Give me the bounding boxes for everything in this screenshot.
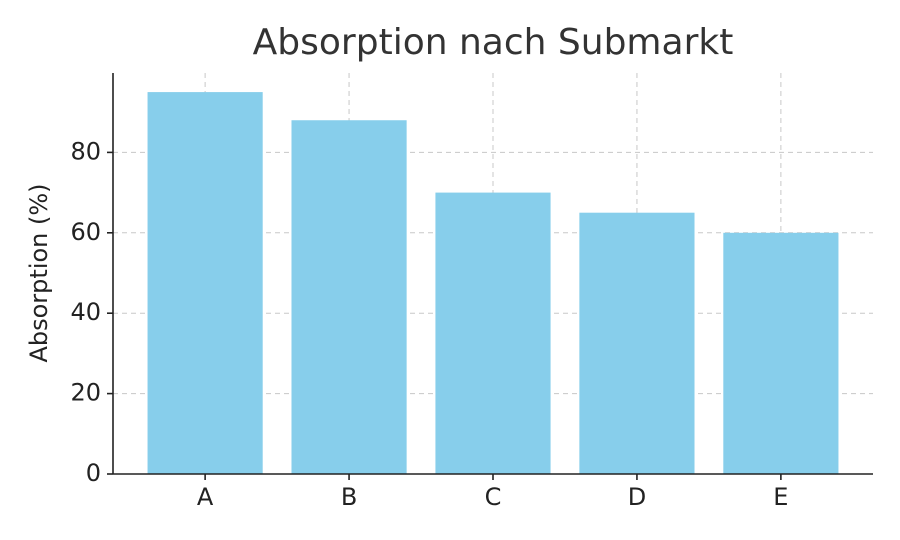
y-tick-label: 60 <box>70 218 101 246</box>
bar <box>147 92 263 474</box>
y-tick-label: 80 <box>70 137 101 165</box>
bar <box>579 212 695 474</box>
bar <box>723 232 839 474</box>
y-axis-label: Absorption (%) <box>25 183 53 362</box>
x-tick-label: A <box>197 483 214 511</box>
y-tick-label: 0 <box>86 459 101 487</box>
x-tick-label: C <box>485 483 502 511</box>
x-tick-label: E <box>773 483 788 511</box>
bar <box>435 192 551 474</box>
y-tick-label: 20 <box>70 379 101 407</box>
chart-title: Absorption nach Submarkt <box>253 22 734 63</box>
y-tick-label: 40 <box>70 298 101 326</box>
bar <box>291 120 407 474</box>
x-tick-label: B <box>341 483 357 511</box>
x-tick-label: D <box>628 483 646 511</box>
